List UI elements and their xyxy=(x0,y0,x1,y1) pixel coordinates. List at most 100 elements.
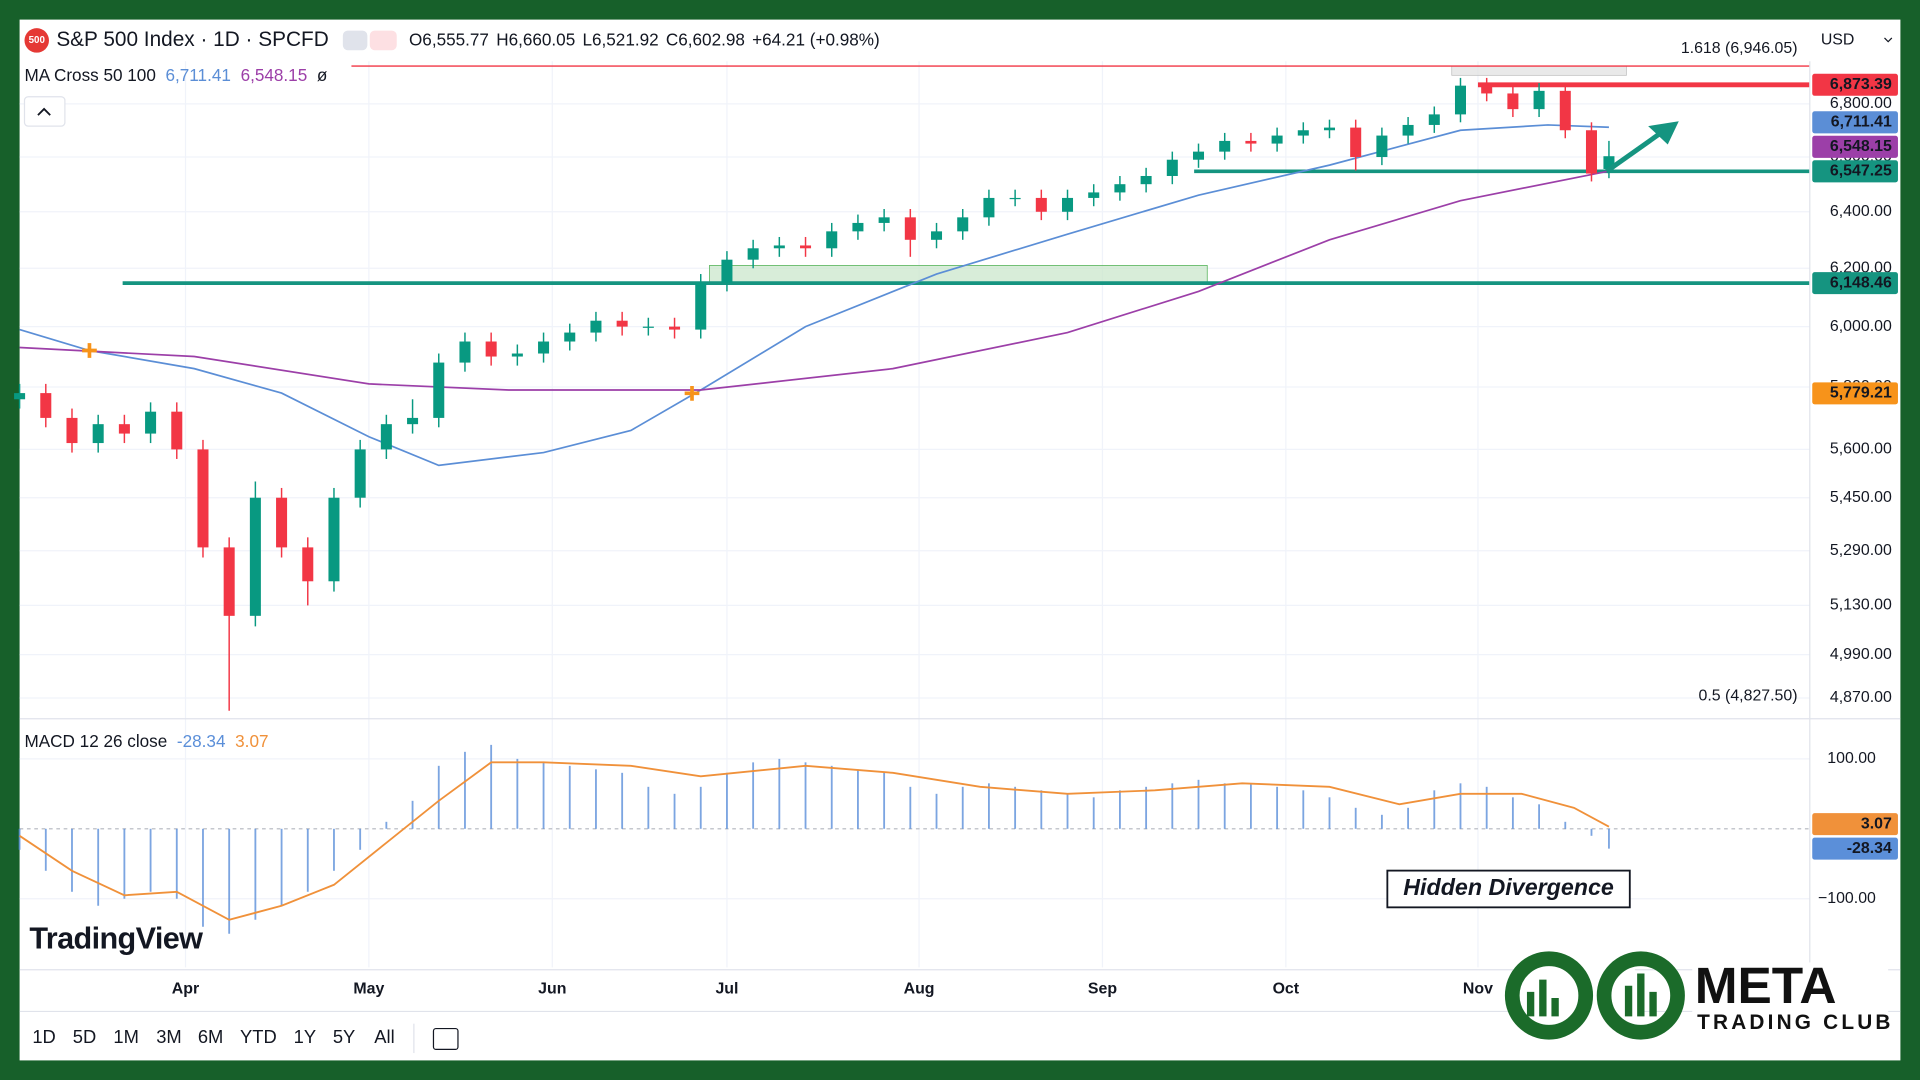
zone xyxy=(1451,65,1627,76)
timeframe-button[interactable]: 6M xyxy=(198,1026,224,1047)
price-badge xyxy=(1812,837,1898,860)
x-tick-label: Oct xyxy=(1273,981,1300,998)
candle-body xyxy=(485,341,497,357)
price-badge xyxy=(1812,382,1898,405)
candle-body xyxy=(40,393,52,418)
timeframe-button[interactable]: 5D xyxy=(73,1026,96,1047)
candle-body xyxy=(197,449,209,548)
y-tick-label: 100.00 xyxy=(1827,750,1876,767)
y-tick-label: 4,870.00 xyxy=(1830,689,1892,706)
candle-body xyxy=(878,217,890,223)
candle-body xyxy=(1219,140,1231,152)
pill[interactable] xyxy=(369,30,397,51)
price-badge xyxy=(1812,813,1898,836)
candle-body xyxy=(1481,85,1493,94)
candle-body xyxy=(1454,85,1466,115)
x-tick-label: Aug xyxy=(904,981,935,998)
symbol-icon xyxy=(24,28,49,53)
candle-body xyxy=(931,231,943,240)
annotation-box xyxy=(1386,869,1631,909)
candle-body xyxy=(92,424,104,444)
price-badge xyxy=(1812,111,1898,134)
candle-body xyxy=(642,326,654,328)
watermark: TradingView xyxy=(29,922,203,956)
price-badge xyxy=(1812,135,1898,158)
ohlc-value: 6,602.98 xyxy=(678,29,745,49)
macd-legend-signal: 3.07 xyxy=(235,731,268,751)
calendar-icon[interactable] xyxy=(432,1027,459,1050)
timeframe-button[interactable]: 1D xyxy=(32,1026,55,1047)
candle-body xyxy=(1603,156,1615,169)
candle-body xyxy=(459,341,471,363)
candle-body xyxy=(1559,90,1571,131)
candle-body xyxy=(564,332,576,342)
brand-tagline: TRADING CLUB xyxy=(1697,1011,1893,1034)
candle-body xyxy=(433,362,445,418)
ma-legend: MA Cross 50 100 6,711.41 6,548.15 ø xyxy=(24,64,327,84)
timeframe-button[interactable]: 3M xyxy=(156,1026,182,1047)
timeframe-button[interactable]: 1M xyxy=(113,1026,139,1047)
annotation: Hidden Divergence xyxy=(1403,874,1614,900)
logo-text-bg xyxy=(1692,962,1889,1041)
pill[interactable] xyxy=(342,30,368,51)
candle-body xyxy=(1350,127,1362,158)
candle-body xyxy=(904,217,916,240)
ohlc-prefix: O xyxy=(409,29,422,49)
timeframe-button[interactable]: 5Y xyxy=(333,1026,355,1047)
logo-bars xyxy=(1526,973,1657,1017)
macd-legend-value: -28.34 xyxy=(177,731,226,751)
timeframe-button[interactable]: 1Y xyxy=(294,1026,316,1047)
ma-line xyxy=(19,170,1610,391)
change: +64.21 (+0.98%) xyxy=(752,29,880,49)
candle-body xyxy=(511,353,523,357)
price-badge-label: 5,779.21 xyxy=(1830,385,1892,402)
candle-body xyxy=(538,341,550,354)
ma-legend-title: MA Cross 50 100 xyxy=(24,64,155,84)
price-badge xyxy=(1812,272,1898,295)
ma-legend-icon[interactable]: ø xyxy=(317,64,328,84)
candle-body xyxy=(1402,124,1414,136)
candle-body xyxy=(773,245,785,249)
x-tick-label: Nov xyxy=(1463,981,1493,998)
ohlc-value: 6,660.05 xyxy=(509,29,576,49)
price-badge xyxy=(1812,73,1898,96)
candle-body xyxy=(1088,192,1100,198)
candle-body xyxy=(302,547,314,582)
price-badge-label: -28.34 xyxy=(1847,840,1892,857)
candle-body xyxy=(1533,90,1545,110)
macd-signal-line xyxy=(19,761,1610,921)
price-badge-label: 6,548.15 xyxy=(1830,138,1892,155)
collapse-icon xyxy=(37,107,51,116)
timeframe-button[interactable]: All xyxy=(374,1026,394,1047)
y-tick-label: 6,400.00 xyxy=(1830,203,1892,220)
price-badge-label: 6,873.39 xyxy=(1830,76,1892,93)
candle-body xyxy=(354,449,366,498)
candle-body xyxy=(747,248,759,260)
candle-body xyxy=(852,222,864,232)
collapse-button[interactable] xyxy=(23,96,66,127)
candle-body xyxy=(171,411,183,450)
ma-legend-value: 6,548.15 xyxy=(241,64,308,84)
logo-ring xyxy=(1596,951,1685,1040)
timeframe-button[interactable]: YTD xyxy=(240,1026,277,1047)
ma-crossover xyxy=(82,343,97,358)
candle-body xyxy=(1507,93,1519,110)
y-tick-label: −100.00 xyxy=(1818,890,1876,907)
trend-arrow xyxy=(1605,127,1667,174)
ohlc: O6,555.77 H6,660.05 L6,521.92 C6,602.98 … xyxy=(409,29,880,49)
candle-body xyxy=(249,497,261,616)
y-tick-label: 4,990.00 xyxy=(1830,646,1892,663)
currency[interactable]: USD xyxy=(1821,32,1855,49)
y-tick-label: 5,600.00 xyxy=(1830,441,1892,458)
brand-logo: META TRADING CLUB xyxy=(1504,934,1893,1057)
candle-body xyxy=(1009,197,1021,200)
x-tick-label: Jun xyxy=(538,981,566,998)
y-tick-label: 5,450.00 xyxy=(1830,489,1892,506)
candle-body xyxy=(223,547,235,616)
candle-body xyxy=(276,497,288,548)
candle-body xyxy=(1166,159,1178,176)
price-badge-label: 3.07 xyxy=(1861,815,1892,832)
price-badge xyxy=(1812,160,1898,183)
